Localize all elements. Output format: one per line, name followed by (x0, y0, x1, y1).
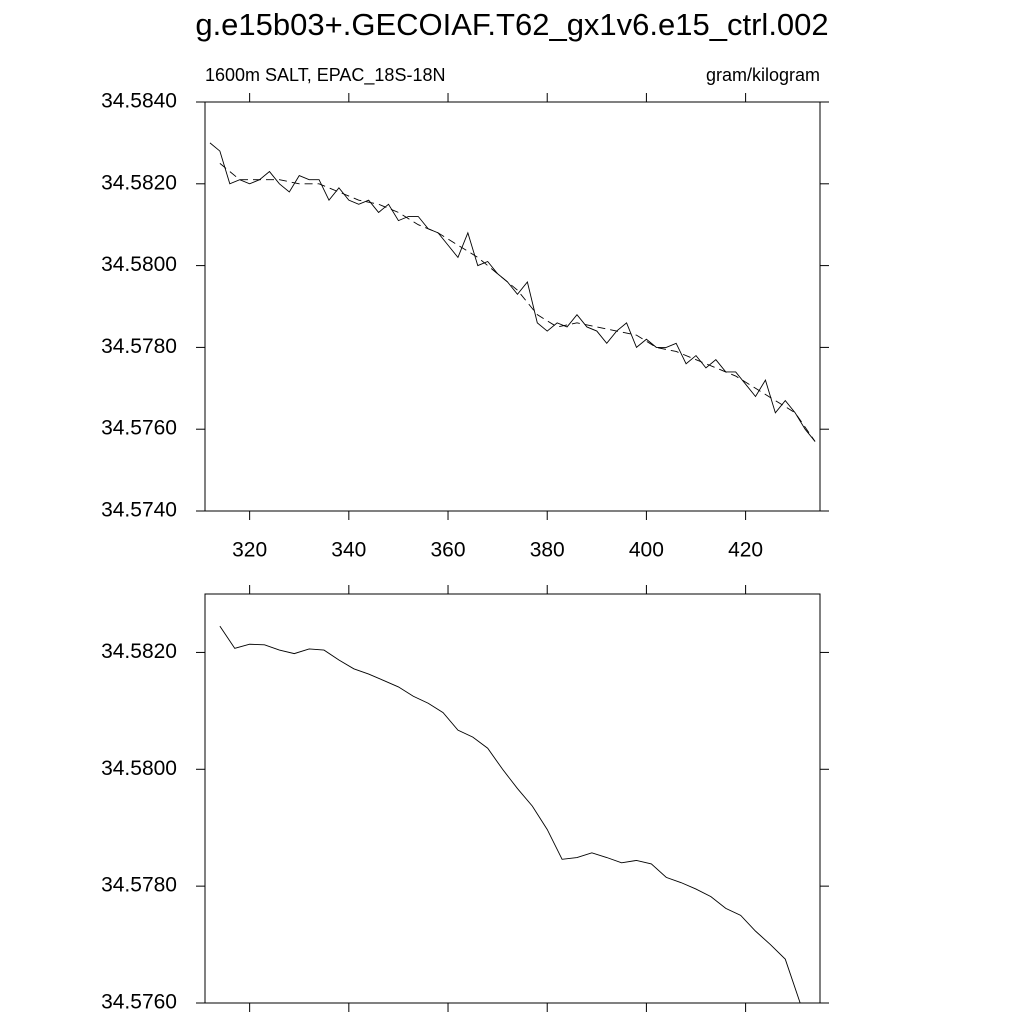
y-tick-label: 34.5740 (101, 499, 177, 522)
x-tick-label: 320 (232, 539, 267, 562)
y-tick-label: 34.5800 (101, 253, 177, 276)
x-tick-label: 340 (331, 539, 366, 562)
plot-frame (204, 101, 821, 512)
y-tick-label: 34.5780 (101, 335, 177, 358)
subtitle-left: 1600m SALT, EPAC_18S-18N (205, 65, 445, 86)
x-tick-label: 380 (530, 539, 565, 562)
y-tick-label: 34.5760 (101, 417, 177, 440)
data-line (219, 625, 801, 1004)
subtitle-right: gram/kilogram (706, 65, 820, 85)
y-tick-label: 34.5840 (101, 90, 177, 113)
y-tick-label: 34.5820 (101, 171, 177, 194)
chart-title: g.e15b03+.GECOIAF.T62_gx1v6.e15_ctrl.002 (195, 7, 828, 42)
data-line (219, 163, 816, 442)
y-tick-label: 34.5760 (101, 991, 177, 1014)
x-tick-label: 360 (431, 539, 466, 562)
y-tick-label: 34.5780 (101, 874, 177, 897)
y-tick-label: 34.5820 (101, 640, 177, 663)
y-tick-label: 34.5800 (101, 757, 177, 780)
plot-frame (204, 593, 821, 1004)
x-tick-label: 420 (728, 539, 763, 562)
data-line (209, 142, 816, 442)
x-tick-label: 400 (629, 539, 664, 562)
